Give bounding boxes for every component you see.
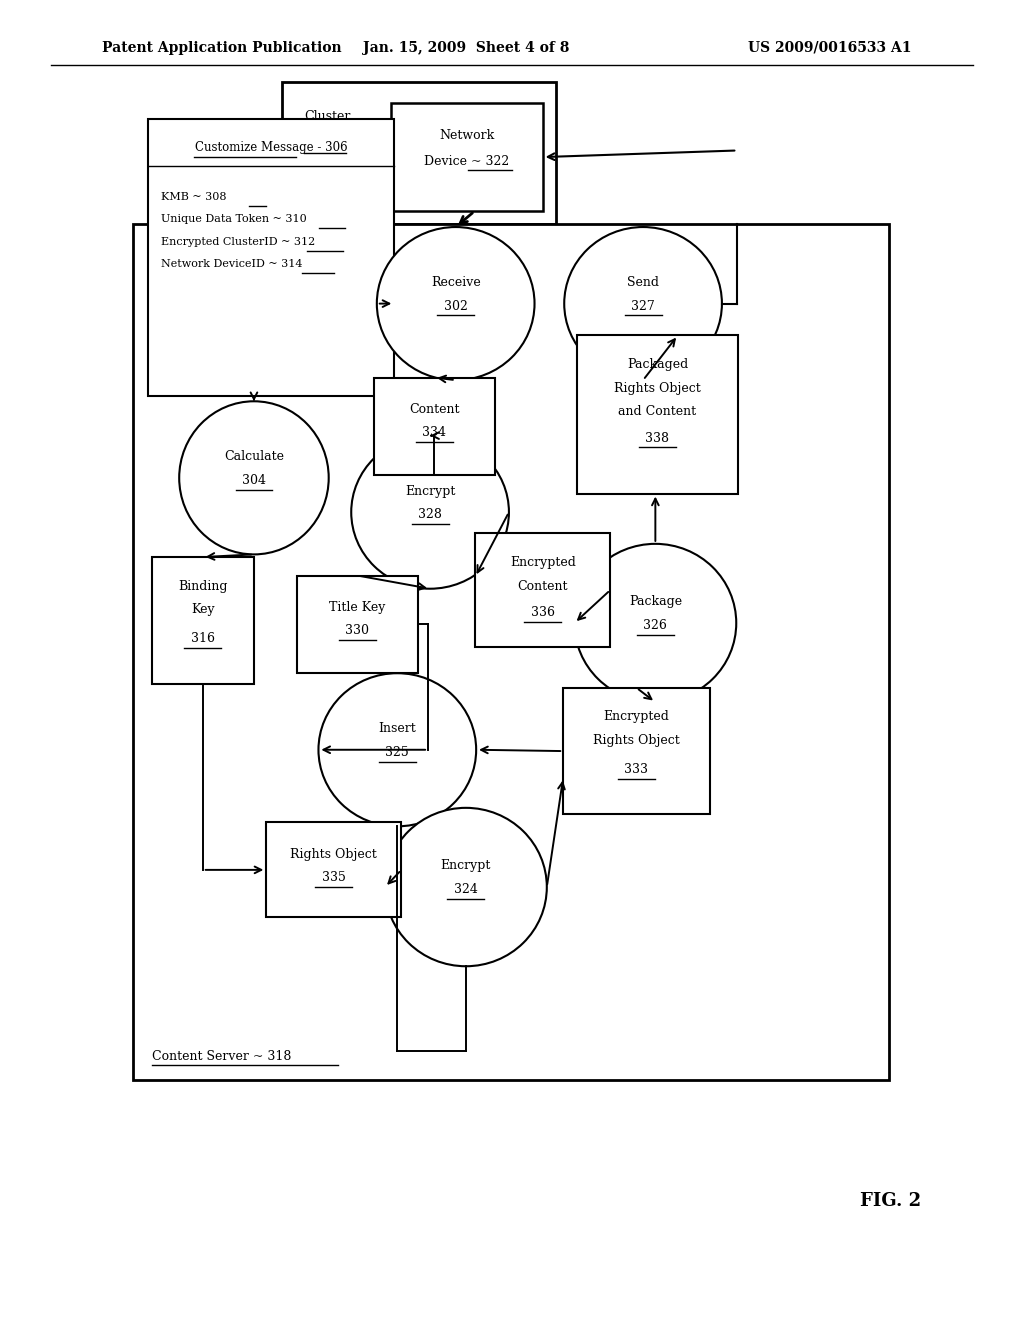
Bar <box>152 557 254 684</box>
Text: Receive: Receive <box>431 276 480 289</box>
Bar <box>391 103 543 211</box>
Bar <box>374 378 495 475</box>
Text: 316: 316 <box>190 632 215 645</box>
Bar <box>563 688 710 814</box>
Text: Encrypted: Encrypted <box>510 556 575 569</box>
Text: US 2009/0016533 A1: US 2009/0016533 A1 <box>748 41 911 54</box>
Text: Encrypted: Encrypted <box>603 710 670 723</box>
Bar <box>148 119 394 396</box>
Text: Patent Application Publication: Patent Application Publication <box>102 41 342 54</box>
Ellipse shape <box>385 808 547 966</box>
Text: Content: Content <box>409 403 460 416</box>
Text: Jan. 15, 2009  Sheet 4 of 8: Jan. 15, 2009 Sheet 4 of 8 <box>362 41 569 54</box>
Text: 328: 328 <box>418 508 442 521</box>
Text: Package: Package <box>629 595 682 609</box>
Ellipse shape <box>318 673 476 826</box>
Text: 336: 336 <box>530 606 555 619</box>
Bar <box>133 224 889 1080</box>
Bar <box>577 335 738 494</box>
Ellipse shape <box>574 544 736 702</box>
Text: 327: 327 <box>631 300 655 313</box>
Text: 334: 334 <box>422 426 446 440</box>
Text: Calculate: Calculate <box>224 450 284 463</box>
Text: 333: 333 <box>625 763 648 776</box>
Text: Send: Send <box>627 276 659 289</box>
Text: Encrypt: Encrypt <box>440 859 492 873</box>
Text: Rights Object: Rights Object <box>614 381 700 395</box>
Text: 338: 338 <box>645 432 670 445</box>
Bar <box>266 822 401 917</box>
Text: 304: 304 <box>242 474 266 487</box>
Text: Key: Key <box>190 603 215 616</box>
Bar <box>282 82 556 224</box>
Text: KMB ~ 308: KMB ~ 308 <box>161 191 226 202</box>
Ellipse shape <box>377 227 535 380</box>
Text: 320: 320 <box>304 139 328 152</box>
Text: 335: 335 <box>322 871 346 884</box>
Text: Customize Message - 306: Customize Message - 306 <box>195 141 348 154</box>
Ellipse shape <box>179 401 329 554</box>
Ellipse shape <box>564 227 722 380</box>
Text: Device ~ 322: Device ~ 322 <box>424 154 510 168</box>
Text: Encrypted ClusterID ~ 312: Encrypted ClusterID ~ 312 <box>161 236 315 247</box>
Bar <box>297 576 418 673</box>
Text: 324: 324 <box>454 883 478 896</box>
Ellipse shape <box>351 436 509 589</box>
Text: Packaged: Packaged <box>627 358 688 371</box>
Text: Network: Network <box>439 129 495 143</box>
Text: Binding: Binding <box>178 579 227 593</box>
Text: Cluster: Cluster <box>304 110 350 123</box>
Text: 326: 326 <box>643 619 668 632</box>
Text: Network DeviceID ~ 314: Network DeviceID ~ 314 <box>161 259 302 269</box>
Text: and Content: and Content <box>618 405 696 418</box>
Text: Content: Content <box>517 579 568 593</box>
Text: Rights Object: Rights Object <box>291 847 377 861</box>
Bar <box>475 533 610 647</box>
Text: Content Server ~ 318: Content Server ~ 318 <box>152 1049 291 1063</box>
Text: Encrypt: Encrypt <box>404 484 456 498</box>
Text: Rights Object: Rights Object <box>593 734 680 747</box>
Text: FIG. 2: FIG. 2 <box>860 1192 922 1210</box>
Text: Title Key: Title Key <box>329 601 386 614</box>
Text: Unique Data Token ~ 310: Unique Data Token ~ 310 <box>161 214 306 224</box>
Text: 330: 330 <box>345 624 370 638</box>
Text: 302: 302 <box>443 300 468 313</box>
Text: Insert: Insert <box>379 722 416 735</box>
Text: 325: 325 <box>385 746 410 759</box>
